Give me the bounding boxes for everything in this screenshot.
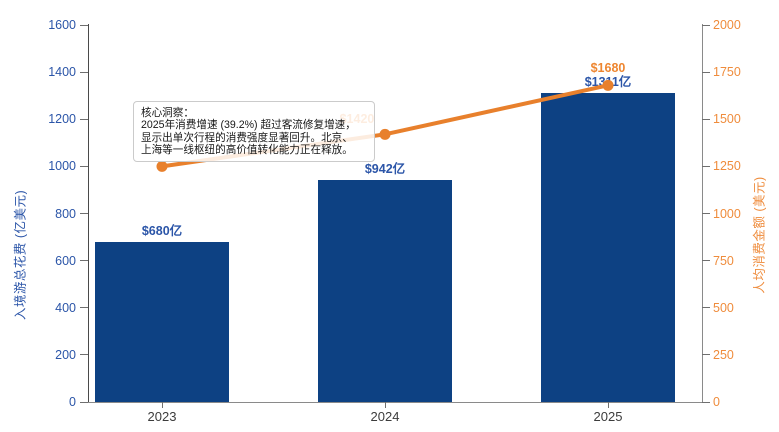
left-axis-tick-mark	[80, 165, 88, 167]
line-point-marker	[156, 160, 168, 172]
left-axis-tick-label: 400	[55, 300, 76, 315]
bar-value-label: $680亿	[141, 223, 183, 238]
x-axis-tick-mark	[161, 402, 163, 408]
right-axis-tick-label: 500	[713, 300, 734, 315]
bar-2025	[541, 93, 675, 402]
left-axis-title: 入境游总花费 (亿美元)	[13, 189, 28, 321]
left-axis-spine	[88, 24, 89, 402]
right-axis-tick-label: 2000	[713, 18, 741, 32]
right-axis-tick-mark	[702, 118, 710, 120]
right-axis-tick-label: 750	[713, 253, 734, 268]
right-axis-tick-mark	[702, 24, 710, 26]
right-axis-tick-mark	[702, 71, 710, 73]
right-axis-tick-label: 1000	[713, 206, 741, 221]
left-axis-tick-mark	[80, 24, 88, 26]
left-axis-tick-mark	[80, 213, 88, 214]
x-axis-tick-label: 2024	[370, 409, 400, 424]
annotation-line-3: 上海等一线枢纽的高价值转化能力正在释放。	[141, 144, 353, 157]
left-axis-tick-mark	[80, 260, 88, 262]
annotation-line-2: 显示出单次行程的消费强度显著回升。北京、	[141, 131, 353, 144]
left-axis-tick-label: 0	[69, 395, 76, 409]
right-axis-tick-mark	[702, 354, 710, 356]
left-axis-tick-label: 1400	[48, 65, 76, 80]
left-axis-tick-label: 1000	[48, 159, 76, 174]
x-axis-spine	[88, 402, 703, 403]
line-value-label: $1680	[590, 61, 626, 76]
left-axis-tick-mark	[80, 118, 88, 120]
annotation-line-1: 2025年消费增速 (39.2%) 超过客流修复增速，	[141, 119, 356, 132]
right-axis-tick-mark	[702, 213, 710, 214]
bar-value-label: $1311亿	[584, 75, 632, 90]
left-axis-tick-label: 800	[55, 206, 76, 221]
left-axis-tick-mark	[80, 401, 88, 403]
left-axis-tick-mark	[80, 354, 88, 356]
left-axis-tick-mark	[80, 307, 88, 309]
insight-annotation: 核心洞察： 2025年消费增速 (39.2%) 超过客流修复增速， 显示出单次行…	[133, 101, 375, 162]
left-axis-tick-label: 1600	[48, 18, 76, 32]
right-axis-tick-mark	[702, 260, 710, 262]
right-axis-tick-mark	[702, 401, 710, 403]
right-axis-tick-label: 1250	[713, 159, 741, 174]
x-axis-tick-mark	[384, 402, 386, 408]
line-point-marker	[379, 128, 391, 140]
left-axis-tick-label: 200	[55, 347, 76, 362]
bar-2023	[95, 241, 229, 402]
right-axis-tick-label: 1500	[713, 112, 741, 127]
right-axis-title: 人均消费金额 (美元)	[752, 176, 767, 294]
x-axis-tick-label: 2025	[593, 409, 623, 424]
right-axis-tick-label: 0	[713, 395, 720, 409]
right-axis-tick-label: 1750	[713, 65, 741, 80]
right-axis-tick-mark	[702, 307, 710, 309]
right-axis-tick-label: 250	[713, 347, 734, 362]
left-axis-tick-label: 1200	[48, 112, 76, 127]
left-axis-tick-label: 600	[55, 253, 76, 268]
right-axis-tick-mark	[702, 165, 710, 167]
left-axis-tick-mark	[80, 71, 88, 73]
bar-2024	[318, 180, 452, 402]
x-axis-tick-mark	[607, 402, 609, 408]
x-axis-tick-label: 2023	[147, 409, 177, 424]
annotation-title: 核心洞察：	[141, 107, 194, 119]
bar-value-label: $942亿	[364, 162, 406, 177]
